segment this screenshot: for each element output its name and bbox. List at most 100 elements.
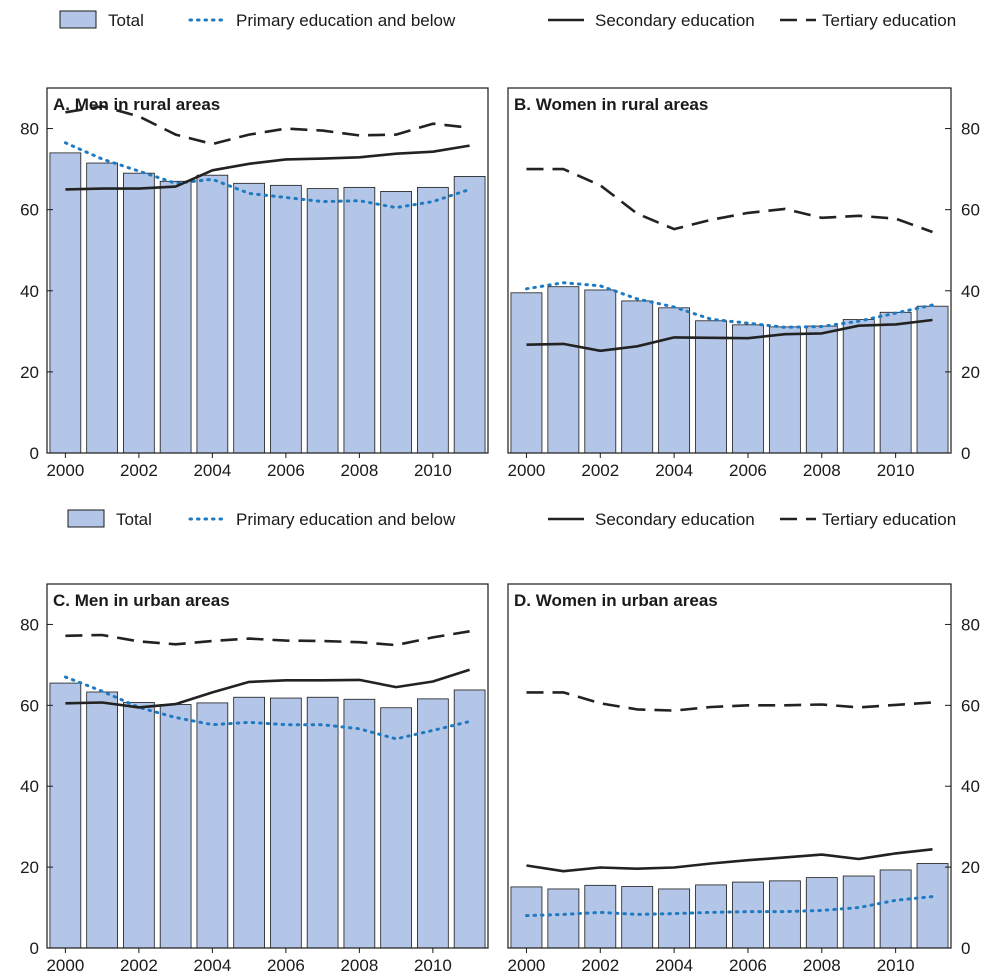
legend-label: Total xyxy=(116,510,152,529)
bar xyxy=(233,696,265,949)
bar xyxy=(159,180,192,454)
bar xyxy=(417,186,449,454)
legend-item: Primary education and below xyxy=(188,510,456,529)
x-tick-label: 2008 xyxy=(803,956,841,975)
bar xyxy=(879,869,912,949)
series-line-dashed xyxy=(526,691,933,712)
plot-frame xyxy=(46,87,489,454)
x-tick-label: 2000 xyxy=(508,956,546,975)
bar xyxy=(380,191,412,454)
bar xyxy=(658,888,691,949)
series-line-solid xyxy=(526,848,933,873)
bar xyxy=(547,888,580,949)
x-tick-label: 2004 xyxy=(193,956,231,975)
bar xyxy=(768,326,801,454)
bar xyxy=(510,292,543,454)
bar xyxy=(916,863,949,949)
series-line-dotted xyxy=(63,675,472,741)
series-line-dotted xyxy=(525,281,934,329)
y-tick-label: 20 xyxy=(20,363,39,382)
legend-label: Total xyxy=(108,11,144,30)
bar xyxy=(343,698,376,949)
bar xyxy=(270,697,302,949)
bar xyxy=(123,702,155,949)
legend: Total Primary education and below Secondar… xyxy=(67,509,956,529)
bar xyxy=(621,300,654,454)
panel-title: C. Men in urban areas xyxy=(53,591,230,610)
y-tick-label: 60 xyxy=(20,201,39,220)
legend-label: Secondary education xyxy=(595,11,755,30)
x-tick-label: 2006 xyxy=(267,461,305,480)
bar xyxy=(380,707,412,949)
bar xyxy=(842,875,875,949)
x-tick-label: 2000 xyxy=(46,956,84,975)
bar xyxy=(417,698,449,949)
series-line-dashed xyxy=(526,167,933,234)
y-tick-label: 60 xyxy=(961,696,980,715)
plot-frame xyxy=(507,583,952,949)
y-tick-label: 0 xyxy=(30,444,39,463)
x-tick-label: 2008 xyxy=(340,461,378,480)
bar xyxy=(879,311,912,454)
legend-swatch-total xyxy=(67,509,105,528)
bar xyxy=(306,188,339,454)
y-tick-label: 20 xyxy=(961,858,980,877)
x-tick-label: 2002 xyxy=(120,956,158,975)
series-line-solid xyxy=(65,144,470,191)
bar xyxy=(306,696,339,949)
x-tick-label: 2004 xyxy=(655,461,693,480)
bar xyxy=(916,305,949,454)
y-tick-label: 80 xyxy=(20,120,39,139)
plot-frame xyxy=(507,87,952,454)
legend-item: Primary education and below xyxy=(188,11,456,30)
legend-label: Tertiary education xyxy=(822,11,956,30)
legend-swatch-total xyxy=(59,10,97,29)
y-tick-label: 40 xyxy=(961,282,980,301)
y-tick-label: 40 xyxy=(961,777,980,796)
x-tick-label: 2004 xyxy=(193,461,231,480)
bar xyxy=(805,877,838,949)
bar xyxy=(86,162,118,454)
y-tick-label: 20 xyxy=(20,858,39,877)
legend-label: Primary education and below xyxy=(236,11,456,30)
y-tick-label: 60 xyxy=(961,201,980,220)
x-tick-label: 2010 xyxy=(414,956,452,975)
x-tick-label: 2000 xyxy=(508,461,546,480)
bar xyxy=(842,319,875,454)
y-tick-label: 40 xyxy=(20,282,39,301)
bar xyxy=(49,152,82,454)
y-tick-label: 80 xyxy=(961,615,980,634)
x-tick-label: 2006 xyxy=(267,956,305,975)
bar xyxy=(453,689,486,949)
x-tick-label: 2008 xyxy=(340,956,378,975)
bar xyxy=(233,182,265,454)
series-line-dashed xyxy=(65,105,470,146)
bar xyxy=(196,702,229,949)
bar xyxy=(453,176,486,454)
bar xyxy=(510,886,543,949)
x-tick-label: 2002 xyxy=(581,956,619,975)
panel-title: D. Women in urban areas xyxy=(514,591,718,610)
x-tick-label: 2010 xyxy=(414,461,452,480)
y-tick-label: 20 xyxy=(961,363,980,382)
bar xyxy=(86,691,118,949)
bar xyxy=(270,184,302,454)
series-line-dotted xyxy=(63,141,472,210)
bar xyxy=(695,320,727,454)
legend-item: Secondary education xyxy=(548,510,755,529)
y-tick-label: 0 xyxy=(961,939,970,958)
bar xyxy=(768,880,801,949)
legend-label: Secondary education xyxy=(595,510,755,529)
x-tick-label: 2004 xyxy=(655,956,693,975)
legend-item: Tertiary education xyxy=(780,11,956,30)
panel-title: A. Men in rural areas xyxy=(53,95,220,114)
x-tick-label: 2010 xyxy=(877,461,915,480)
legend-item: Tertiary education xyxy=(780,510,956,529)
bar xyxy=(621,886,654,949)
chart-panel: 0 20 40 60 80 2000 2002 2004 2006 2008 2010 A. Men … xyxy=(20,87,489,480)
y-tick-label: 40 xyxy=(20,777,39,796)
bar xyxy=(196,174,229,454)
chart-panel: 0 20 40 60 80 2000 2002 2004 2006 2008 2010 D. Wome… xyxy=(507,583,980,975)
x-tick-label: 2010 xyxy=(877,956,915,975)
